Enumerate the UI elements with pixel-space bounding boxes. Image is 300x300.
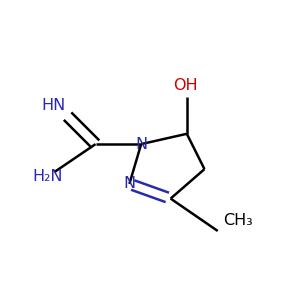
- Text: N: N: [123, 176, 136, 191]
- Text: H₂N: H₂N: [32, 169, 63, 184]
- Text: CH₃: CH₃: [224, 213, 254, 228]
- Text: N: N: [135, 136, 147, 152]
- Text: HN: HN: [42, 98, 66, 113]
- Text: OH: OH: [173, 78, 198, 93]
